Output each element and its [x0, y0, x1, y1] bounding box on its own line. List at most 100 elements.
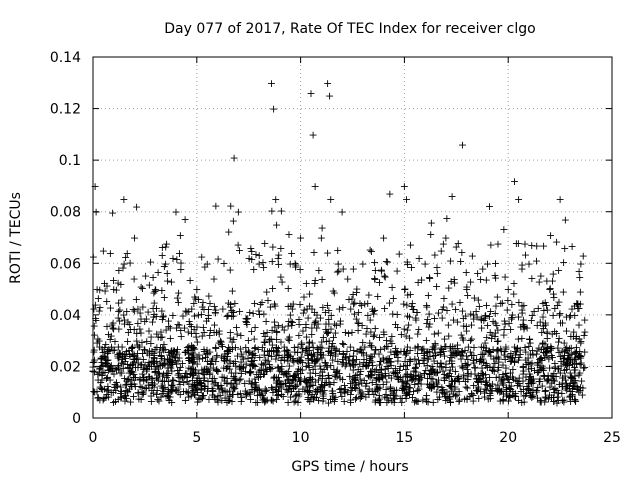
data-point: + [350, 371, 359, 384]
data-point: + [223, 344, 232, 357]
data-point: + [435, 345, 444, 358]
data-point: + [329, 376, 338, 389]
data-point: + [330, 286, 339, 299]
data-point: + [338, 337, 347, 350]
data-point: + [372, 374, 381, 387]
data-point: + [481, 311, 490, 324]
data-point: + [302, 342, 311, 355]
data-point: + [229, 357, 238, 370]
data-point: + [457, 353, 466, 366]
data-point: + [399, 382, 408, 395]
data-point: + [261, 395, 270, 408]
data-point: + [123, 385, 132, 398]
data-point: + [268, 282, 277, 295]
data-point: + [169, 374, 178, 387]
data-point: + [379, 378, 388, 391]
data-point: + [423, 345, 432, 358]
data-point: + [120, 257, 129, 270]
data-point: + [403, 359, 412, 372]
data-point: + [393, 265, 402, 278]
data-point: + [335, 345, 344, 358]
data-point: + [289, 355, 298, 368]
data-point: + [571, 347, 580, 360]
data-point: + [213, 396, 222, 409]
data-point: + [277, 382, 286, 395]
data-point: + [370, 273, 379, 286]
data-point: + [448, 360, 457, 373]
data-point: + [411, 313, 420, 326]
data-point: + [310, 360, 319, 373]
data-point: + [360, 340, 369, 353]
data-point: + [340, 379, 349, 392]
data-point: + [150, 352, 159, 365]
data-point: + [572, 383, 581, 396]
x-tick-label: 10 [292, 430, 310, 446]
data-point: + [431, 337, 440, 350]
data-point: + [364, 288, 373, 301]
data-point: + [493, 379, 502, 392]
data-point: + [108, 316, 117, 329]
data-point: + [110, 343, 119, 356]
data-point: + [567, 372, 576, 385]
data-point: + [317, 342, 326, 355]
data-point: + [128, 347, 137, 360]
data-point: + [314, 264, 323, 277]
data-point: + [167, 357, 176, 370]
data-point: + [513, 341, 522, 354]
data-point: + [140, 344, 149, 357]
data-point: + [549, 374, 558, 387]
data-point: + [527, 374, 536, 387]
data-point: + [528, 389, 537, 402]
data-point: + [507, 313, 516, 326]
data-point: + [116, 278, 125, 291]
data-point: + [302, 380, 311, 393]
data-point: + [142, 335, 151, 348]
data-point: + [156, 341, 165, 354]
data-point: + [501, 317, 510, 330]
data-point: + [533, 381, 542, 394]
data-point: + [165, 352, 174, 365]
data-point: + [397, 396, 406, 409]
data-point: + [318, 369, 327, 382]
data-point: + [109, 274, 118, 287]
data-point: + [469, 349, 478, 362]
data-point: + [338, 206, 347, 219]
data-point: + [267, 393, 276, 406]
data-point: + [533, 358, 542, 371]
data-point: + [130, 273, 139, 286]
data-point: + [149, 357, 158, 370]
data-point: + [554, 296, 563, 309]
data-point: + [256, 370, 265, 383]
data-point: + [190, 343, 199, 356]
data-point: + [304, 374, 313, 387]
data-point: + [330, 317, 339, 330]
data-point: + [515, 372, 524, 385]
data-point: + [539, 346, 548, 359]
data-point: + [387, 355, 396, 368]
data-point: + [327, 340, 336, 353]
data-point: + [436, 346, 445, 359]
data-point: + [258, 341, 267, 354]
data-point: + [134, 387, 143, 400]
data-point: + [311, 384, 320, 397]
data-point: + [213, 365, 222, 378]
data-point: + [114, 351, 123, 364]
data-point: + [463, 370, 472, 383]
data-point: + [248, 307, 257, 320]
data-point: + [90, 386, 99, 399]
data-point: + [543, 327, 552, 340]
data-point: + [304, 391, 313, 404]
data-point: + [172, 253, 181, 266]
data-point: + [519, 322, 528, 335]
data-point: + [192, 331, 201, 344]
data-point: + [548, 275, 557, 288]
data-point: + [244, 346, 253, 359]
data-point: + [568, 358, 577, 371]
data-point: + [214, 382, 223, 395]
data-point: + [341, 326, 350, 339]
data-point: + [354, 306, 363, 319]
data-point: + [481, 344, 490, 357]
data-point: + [114, 359, 123, 372]
data-point: + [251, 321, 260, 334]
data-point: + [285, 377, 294, 390]
